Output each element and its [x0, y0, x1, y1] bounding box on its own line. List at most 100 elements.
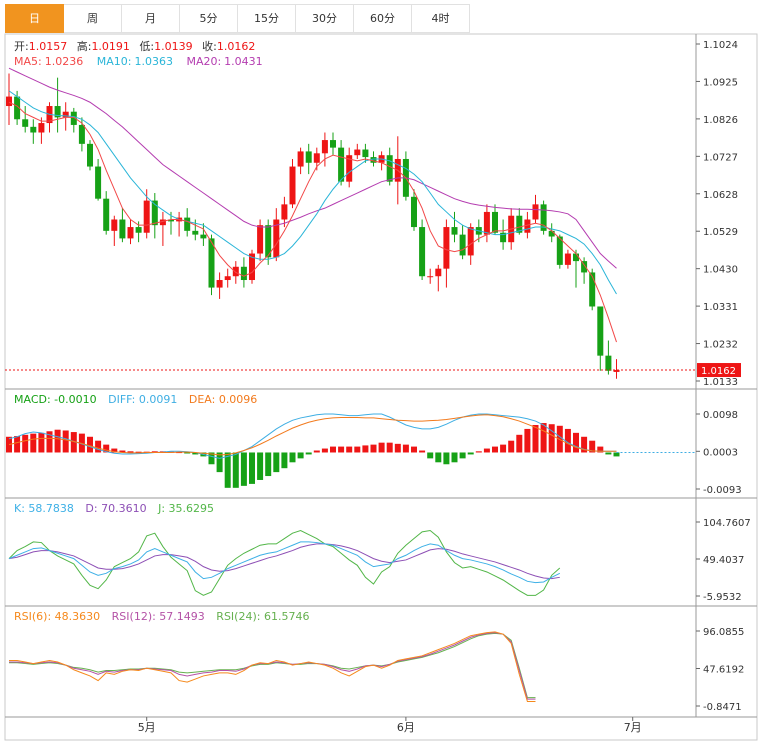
- candle-body: [386, 155, 393, 182]
- candle-body: [127, 227, 134, 239]
- candle-body: [151, 200, 158, 226]
- d-line: [8, 543, 560, 580]
- candle-body: [192, 230, 199, 235]
- macd-bar: [135, 451, 142, 453]
- tab-7[interactable]: 4时: [412, 4, 470, 33]
- macd-bar: [119, 450, 126, 453]
- macd-bar: [297, 452, 304, 459]
- candle-body: [524, 219, 531, 233]
- macd-bar: [378, 442, 385, 453]
- macd-bar: [232, 452, 239, 488]
- macd-bar: [249, 452, 255, 484]
- kdj-panel: [8, 529, 561, 596]
- macd-bar: [573, 432, 579, 453]
- macd-bar: [540, 423, 547, 453]
- candle-body: [184, 217, 191, 231]
- candle-body: [95, 166, 102, 199]
- price-tick-label: 1.0331: [703, 302, 738, 313]
- x-tick-label: 7月: [624, 721, 642, 734]
- macd-bar: [508, 440, 515, 453]
- candle-body: [289, 166, 296, 205]
- macd-bar: [402, 444, 409, 453]
- macd-bar: [54, 429, 61, 453]
- candle-body: [224, 276, 231, 281]
- macd-bar: [281, 452, 288, 469]
- candle-body: [427, 276, 434, 278]
- candle-body: [273, 219, 280, 258]
- rsi-tick-label: -0.8471: [703, 702, 742, 713]
- price-tick-label: 1.0529: [703, 227, 738, 238]
- rsi-tick-label: 47.6192: [703, 665, 744, 676]
- tab-1[interactable]: 周: [64, 4, 122, 33]
- candle-body: [249, 253, 255, 281]
- candle-body: [411, 196, 417, 228]
- tab-5[interactable]: 30分: [296, 4, 354, 33]
- macd-bar: [435, 452, 442, 463]
- candle-body: [330, 140, 336, 148]
- candle-body: [265, 225, 272, 258]
- macd-panel: [6, 413, 696, 488]
- price-panel: 1.0162: [5, 67, 741, 379]
- price-tick-label: 1.0826: [703, 115, 738, 126]
- candle-body: [14, 96, 21, 120]
- kdj-legend: K: 58.7838 D: 70.3610 J: 35.6295: [14, 502, 214, 515]
- macd-bar: [95, 440, 102, 453]
- macd-bar: [38, 432, 45, 453]
- macd-bar: [216, 452, 223, 473]
- period-tabs: 日周月 5分 15分 30分 60分 4时: [5, 4, 470, 33]
- macd-bar: [483, 448, 490, 453]
- macd-bar: [524, 428, 531, 453]
- tab-2[interactable]: 月: [122, 4, 180, 33]
- axis-labels: 1.1024 1.0925 1.0826 1.0727 1.0628 1.0529 1.04…: [138, 40, 751, 734]
- candle-body: [54, 106, 61, 118]
- rsi-panel: [9, 631, 536, 702]
- macd-bar: [370, 444, 377, 453]
- macd-bar: [564, 428, 571, 453]
- macd-bar: [6, 436, 12, 453]
- candle-body: [532, 204, 539, 220]
- macd-bar: [605, 452, 612, 455]
- candle-body: [321, 140, 328, 154]
- macd-bar: [362, 445, 369, 453]
- macd-bar: [30, 433, 37, 453]
- dea-line: [8, 414, 617, 456]
- tab-3[interactable]: 5分: [180, 4, 238, 33]
- x-tick-label: 5月: [138, 721, 156, 734]
- price-tick-label: 1.0232: [703, 340, 738, 351]
- macd-bar: [451, 452, 458, 463]
- candle-body: [257, 225, 264, 254]
- macd-bar: [346, 446, 353, 453]
- candle-body: [78, 124, 85, 144]
- candle-body: [38, 123, 45, 133]
- tab-6[interactable]: 60分: [354, 4, 412, 33]
- macd-bar: [240, 452, 247, 486]
- candle-body: [370, 157, 377, 163]
- candle-body: [281, 204, 288, 220]
- macd-bar: [208, 452, 215, 465]
- macd-bar: [581, 436, 588, 453]
- macd-bar: [419, 450, 426, 453]
- macd-bar: [46, 431, 53, 453]
- candle-body: [483, 211, 490, 235]
- macd-bar: [411, 446, 417, 453]
- candle-body: [451, 227, 458, 235]
- macd-bar: [548, 424, 555, 453]
- macd-bar: [394, 443, 401, 453]
- candle-body: [70, 111, 77, 125]
- macd-bar: [475, 451, 482, 453]
- macd-bar: [70, 432, 77, 453]
- candle-body: [305, 151, 312, 163]
- macd-bar: [87, 436, 93, 453]
- kdj-tick-label: 49.4037: [703, 555, 744, 566]
- macd-bar: [313, 450, 320, 453]
- candle-body: [354, 149, 361, 156]
- last-price-label: 1.0162: [701, 366, 736, 377]
- tab-4[interactable]: 15分: [238, 4, 296, 33]
- candle-body: [338, 147, 345, 182]
- rsi12-line: [9, 632, 536, 700]
- tab-0[interactable]: 日: [5, 4, 64, 33]
- macd-bar: [321, 448, 328, 453]
- macd-tick-label: 0.0003: [703, 447, 738, 458]
- candle-body: [597, 306, 604, 356]
- price-tick-label: 1.1024: [703, 40, 738, 51]
